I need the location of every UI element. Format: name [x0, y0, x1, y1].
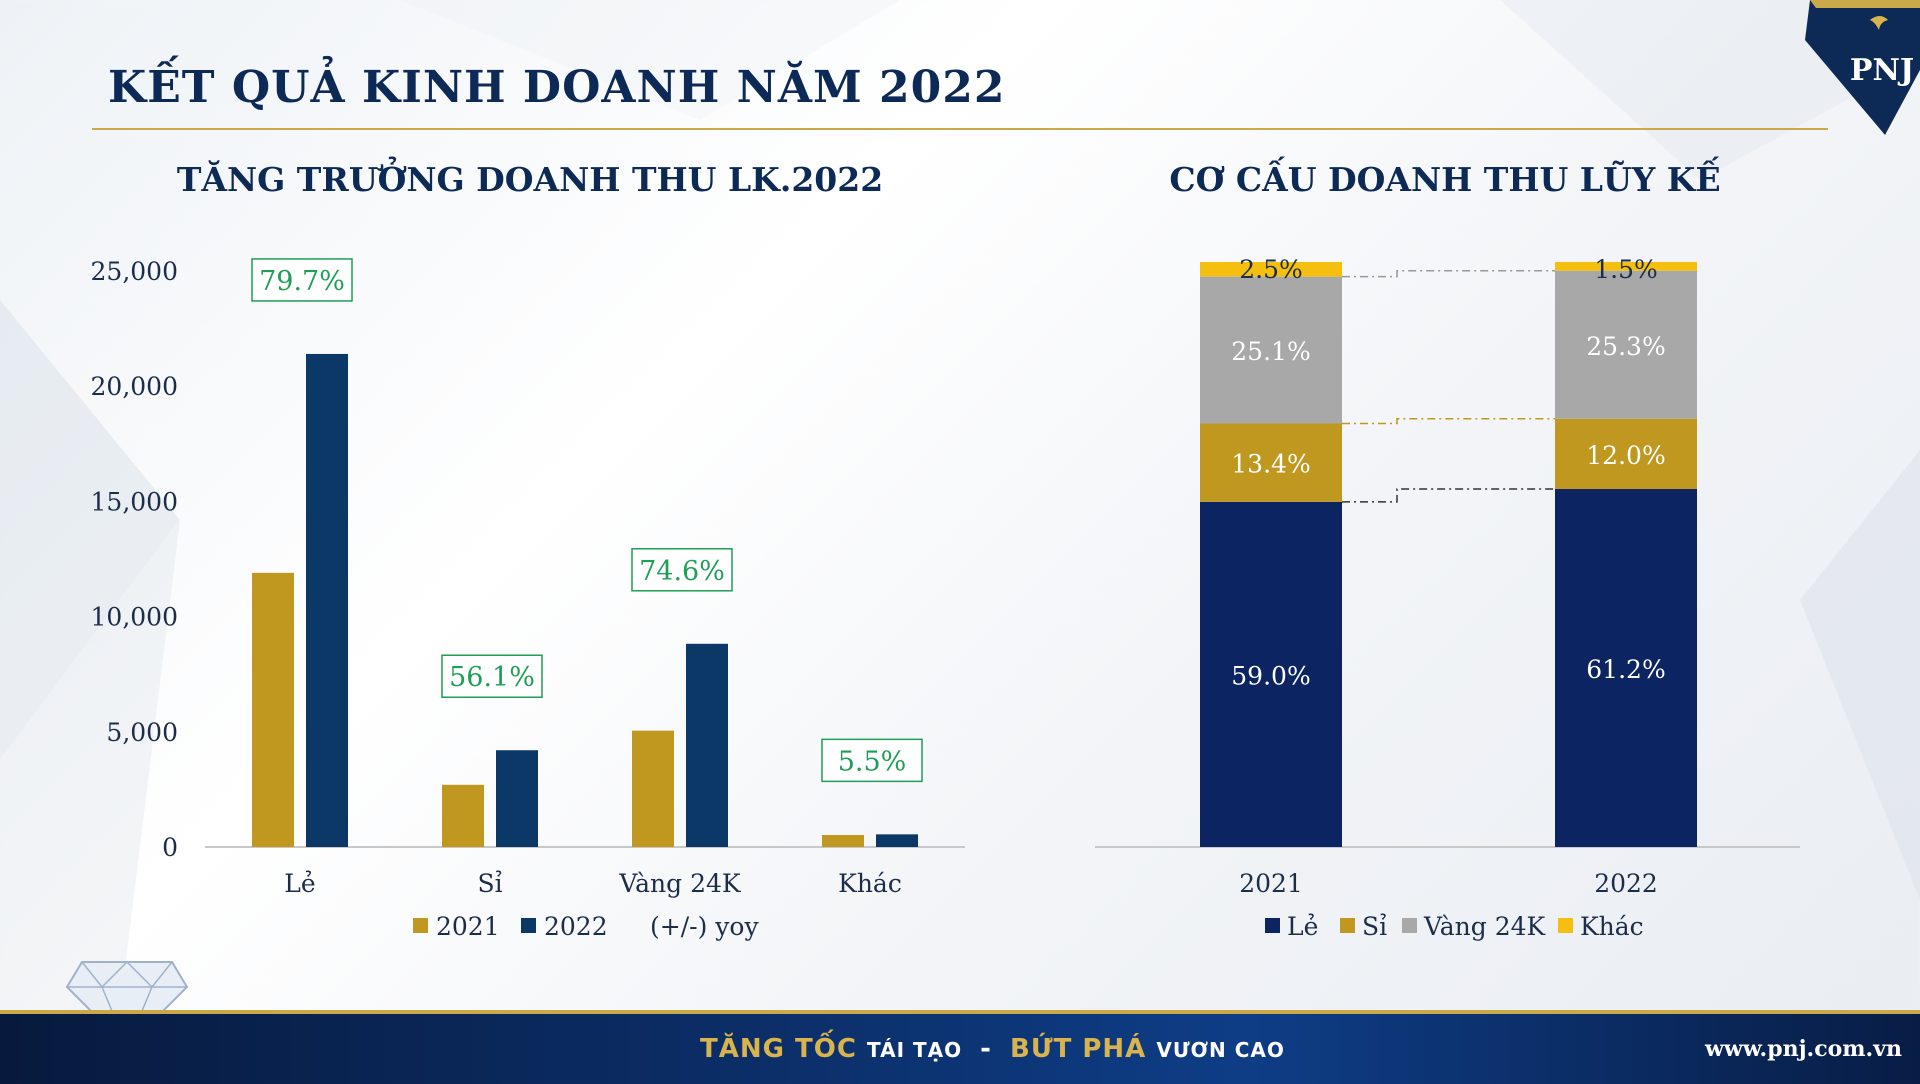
y-tick-label: 10,000: [91, 603, 178, 632]
pnj-logo: PNJ: [1805, 0, 1920, 135]
stacked-segment: [1200, 423, 1342, 502]
stacked-segment: [1200, 276, 1342, 424]
bar-2022: [306, 353, 348, 847]
legend-swatch: [1265, 918, 1280, 933]
legend-swatch: [1402, 918, 1417, 933]
segment-label: 12.0%: [1586, 441, 1665, 470]
legend-swatch-2022: [521, 918, 536, 933]
stacked-segment: [1200, 501, 1342, 847]
yoy-label: 79.7%: [259, 266, 345, 297]
series-connector-line: [1342, 488, 1555, 503]
yoy-label: 74.6%: [639, 556, 725, 587]
left-chart-title: TĂNG TRƯỞNG DOANH THU LK.2022: [176, 160, 884, 199]
slogan-part2: BỨT PHÁ: [1010, 1034, 1147, 1064]
slogan-separator: -: [980, 1034, 992, 1064]
legend-label: Vàng 24K: [1423, 912, 1547, 941]
x-category-label: 2022: [1594, 869, 1658, 898]
legend-label-yoy: (+/-) yoy: [650, 912, 759, 941]
x-category-label: Vàng 24K: [618, 869, 742, 898]
yoy-label-box: [251, 258, 353, 302]
segment-label: 1.5%: [1594, 255, 1658, 284]
legend-swatch-2021: [413, 918, 428, 933]
legend-label: Lẻ: [1287, 912, 1318, 941]
legend-label-2021: 2021: [436, 912, 500, 941]
logo-text: PNJ: [1850, 53, 1914, 88]
legend-label-2022: 2022: [544, 912, 608, 941]
y-tick-label: 5,000: [106, 718, 178, 747]
website-link[interactable]: www.pnj.com.vn: [1704, 1036, 1902, 1062]
bar-2021: [632, 730, 674, 847]
segment-label: 25.1%: [1231, 337, 1310, 366]
bar-2021: [252, 572, 294, 847]
bar-2021: [442, 784, 484, 847]
legend-swatch: [1558, 918, 1573, 933]
bar-2022: [496, 750, 538, 847]
bar-2021: [822, 835, 864, 847]
series-connector-line: [1342, 418, 1555, 425]
y-tick-label: 20,000: [91, 372, 178, 401]
yoy-label-box: [631, 548, 733, 592]
series-connector-line: [1342, 270, 1555, 278]
footer-band: [0, 1010, 1920, 1084]
yoy-label: 56.1%: [449, 662, 535, 693]
slogan-part2-small: VƯƠN CAO: [1156, 1038, 1285, 1062]
slogan-part1: TĂNG TỐC: [700, 1034, 857, 1064]
x-category-label: Lẻ: [284, 869, 315, 898]
x-category-label: Sỉ: [477, 869, 502, 898]
segment-label: 61.2%: [1586, 655, 1665, 684]
slogan-part1-small: TÁI TẠO: [867, 1038, 963, 1062]
page-title: KẾT QUẢ KINH DOANH NĂM 2022: [108, 62, 1006, 113]
yoy-label-box: [821, 738, 923, 783]
y-tick-label: 25,000: [91, 257, 178, 286]
x-category-label: Khác: [838, 869, 902, 898]
yoy-label: 5.5%: [838, 746, 907, 777]
stacked-segment: [1200, 262, 1342, 277]
legend-swatch: [1340, 918, 1355, 933]
y-tick-label: 0: [162, 833, 178, 862]
segment-label: 13.4%: [1231, 450, 1310, 479]
segment-label: 25.3%: [1586, 332, 1665, 361]
y-tick-label: 15,000: [91, 487, 178, 516]
yoy-label-box: [441, 654, 543, 698]
right-chart-title: CƠ CẤU DOANH THU LŨY KẾ: [1169, 160, 1721, 199]
stacked-segment: [1555, 270, 1697, 419]
revenue-structure-chart: 59.0% 13.4% 25.1% 2.5% 2021 61.2% 12.0% 25.3% 1.…: [1095, 255, 1800, 941]
revenue-growth-chart: 0 5,000 10,000 15,000 20,000 25,000 Lẻ 79.7% Sỉ 5…: [91, 257, 965, 941]
bar-2022: [876, 834, 918, 847]
bar-2022: [686, 643, 728, 847]
stacked-segment: [1555, 418, 1697, 489]
title-divider: [92, 128, 1828, 130]
stacked-segment: [1555, 488, 1697, 847]
segment-label: 2.5%: [1239, 255, 1303, 284]
stacked-segment: [1555, 262, 1697, 271]
segment-label: 59.0%: [1231, 661, 1310, 690]
legend-label: Khác: [1580, 912, 1644, 941]
footer-slogan: TĂNG TỐC TÁI TẠO - BỨT PHÁ VƯƠN CAO: [700, 1034, 1285, 1064]
x-category-label: 2021: [1239, 869, 1303, 898]
legend-label: Sỉ: [1362, 912, 1387, 941]
